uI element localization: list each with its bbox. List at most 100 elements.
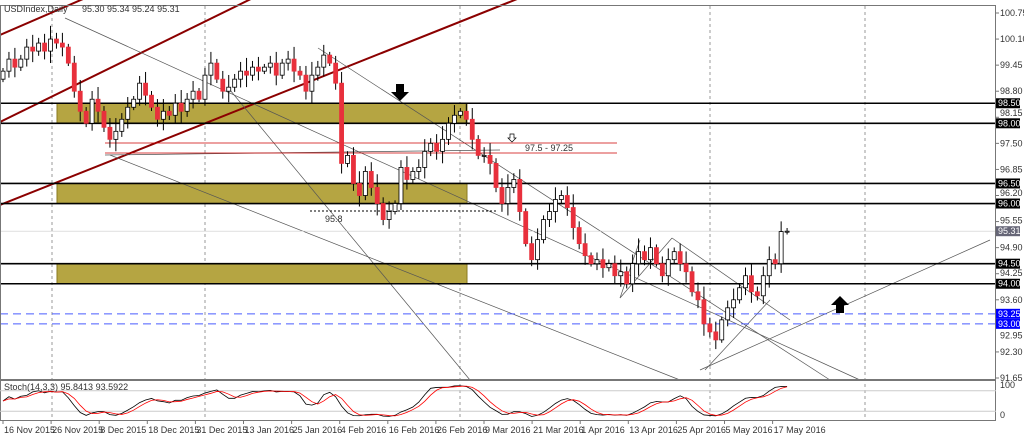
- levels: [0, 102, 996, 325]
- bull-candle: [24, 46, 30, 60]
- price-tag: [996, 118, 1020, 129]
- x-tick-label: 1 Apr 2016: [581, 425, 625, 435]
- bear-candle: [291, 58, 297, 72]
- bear-candle: [434, 142, 440, 152]
- bull-candle: [766, 259, 772, 277]
- x-tick-label: 5 May 2016: [726, 425, 773, 435]
- bear-candle: [166, 110, 172, 116]
- bear-candle: [576, 227, 582, 245]
- bear-candle: [707, 323, 713, 333]
- bull-candle: [511, 179, 517, 188]
- stoch-axis-label: 100: [1000, 380, 1015, 390]
- y-tick-label: 95.55: [1000, 216, 1023, 226]
- bear-candle: [273, 62, 279, 76]
- x-tick-label: 26 Feb 2016: [437, 425, 488, 435]
- bull-candle: [238, 70, 244, 80]
- bear-candle: [95, 98, 101, 112]
- y-tick-label: 93.60: [1000, 295, 1023, 305]
- price-tag: [996, 308, 1020, 319]
- x-tick-label: 21 Mar 2016: [533, 425, 584, 435]
- bull-candle: [279, 62, 285, 76]
- bull-candle: [232, 78, 238, 88]
- bear-candle: [564, 195, 570, 208]
- bear-candle: [689, 271, 695, 293]
- y-tick-label: 98.80: [1000, 86, 1023, 96]
- up-arrow-icon: [831, 296, 849, 313]
- bull-candle: [410, 171, 416, 180]
- price-tag: [996, 278, 1020, 289]
- bear-candle: [582, 243, 588, 257]
- x-tick-label: 25 Jan 2016: [293, 425, 343, 435]
- trend-lines: [0, 0, 991, 381]
- bear-candle: [155, 106, 160, 120]
- bull-candle: [321, 54, 327, 68]
- bull-candle: [558, 195, 564, 200]
- trend-line: [619, 239, 641, 299]
- bull-candle: [416, 167, 422, 172]
- bear-candle: [333, 62, 339, 84]
- x-tick-label: 8 Dec 2015: [100, 425, 146, 435]
- bear-candle: [749, 275, 754, 293]
- bear-candle: [101, 110, 107, 128]
- bull-candle: [481, 154, 487, 157]
- bull-candle: [131, 98, 137, 108]
- channel-line: [0, 0, 252, 123]
- bull-candle: [208, 62, 214, 76]
- bear-candle: [368, 171, 374, 188]
- bull-candle: [784, 230, 790, 233]
- stoch-axis-label: 0: [1000, 410, 1005, 420]
- price-tag: [996, 198, 1020, 209]
- bear-candle: [463, 110, 469, 120]
- bull-candle: [547, 211, 552, 220]
- bear-candle: [30, 46, 36, 52]
- bear-candle: [244, 70, 249, 76]
- bear-candle: [149, 94, 154, 108]
- price-tag-label: 98.50: [998, 98, 1021, 108]
- bull-candle: [48, 38, 53, 52]
- bull-candle: [315, 66, 321, 76]
- bull-candle: [362, 171, 368, 196]
- price-tag-label: 96.00: [998, 199, 1021, 209]
- bear-candle: [143, 82, 148, 96]
- bull-candle: [671, 251, 677, 261]
- bull-candle: [18, 58, 24, 68]
- bear-candle: [683, 263, 689, 273]
- bull-candle: [113, 130, 119, 140]
- x-tick-label: 16 Feb 2016: [389, 425, 440, 435]
- channel-line: [0, 0, 518, 206]
- x-tick-label: 13 Apr 2016: [629, 425, 678, 435]
- bear-candle: [71, 62, 77, 92]
- bull-candle: [535, 239, 540, 261]
- bear-candle: [77, 90, 83, 112]
- bear-candle: [351, 154, 356, 184]
- x-tick-label: 13 Jan 2016: [245, 425, 295, 435]
- bear-candle: [356, 183, 362, 196]
- bear-candle: [642, 251, 647, 261]
- candles: [0, 25, 790, 350]
- stoch-main-line: [2, 385, 788, 417]
- bear-candle: [380, 203, 386, 220]
- price-tag: [996, 226, 1020, 237]
- bull-candle: [172, 102, 178, 116]
- bear-candle: [588, 255, 594, 265]
- bull-candle: [778, 231, 784, 265]
- y-tick-label: 98.15: [1000, 108, 1023, 118]
- bear-candle: [677, 251, 683, 265]
- trend-line: [104, 149, 501, 156]
- bear-candle: [297, 70, 303, 76]
- support-zone: [56, 263, 468, 285]
- bull-candle: [440, 138, 445, 152]
- bull-candle: [125, 106, 131, 120]
- trend-line: [229, 89, 471, 381]
- bear-candle: [529, 243, 535, 261]
- bear-candle: [83, 110, 89, 124]
- plot-frame: [0, 5, 996, 380]
- bear-candle: [612, 263, 618, 277]
- bull-candle: [446, 122, 451, 140]
- price-tag-label: 95.31: [998, 226, 1021, 236]
- bull-candle: [457, 110, 463, 116]
- channel-line: [0, 0, 84, 36]
- bear-candle: [404, 167, 410, 180]
